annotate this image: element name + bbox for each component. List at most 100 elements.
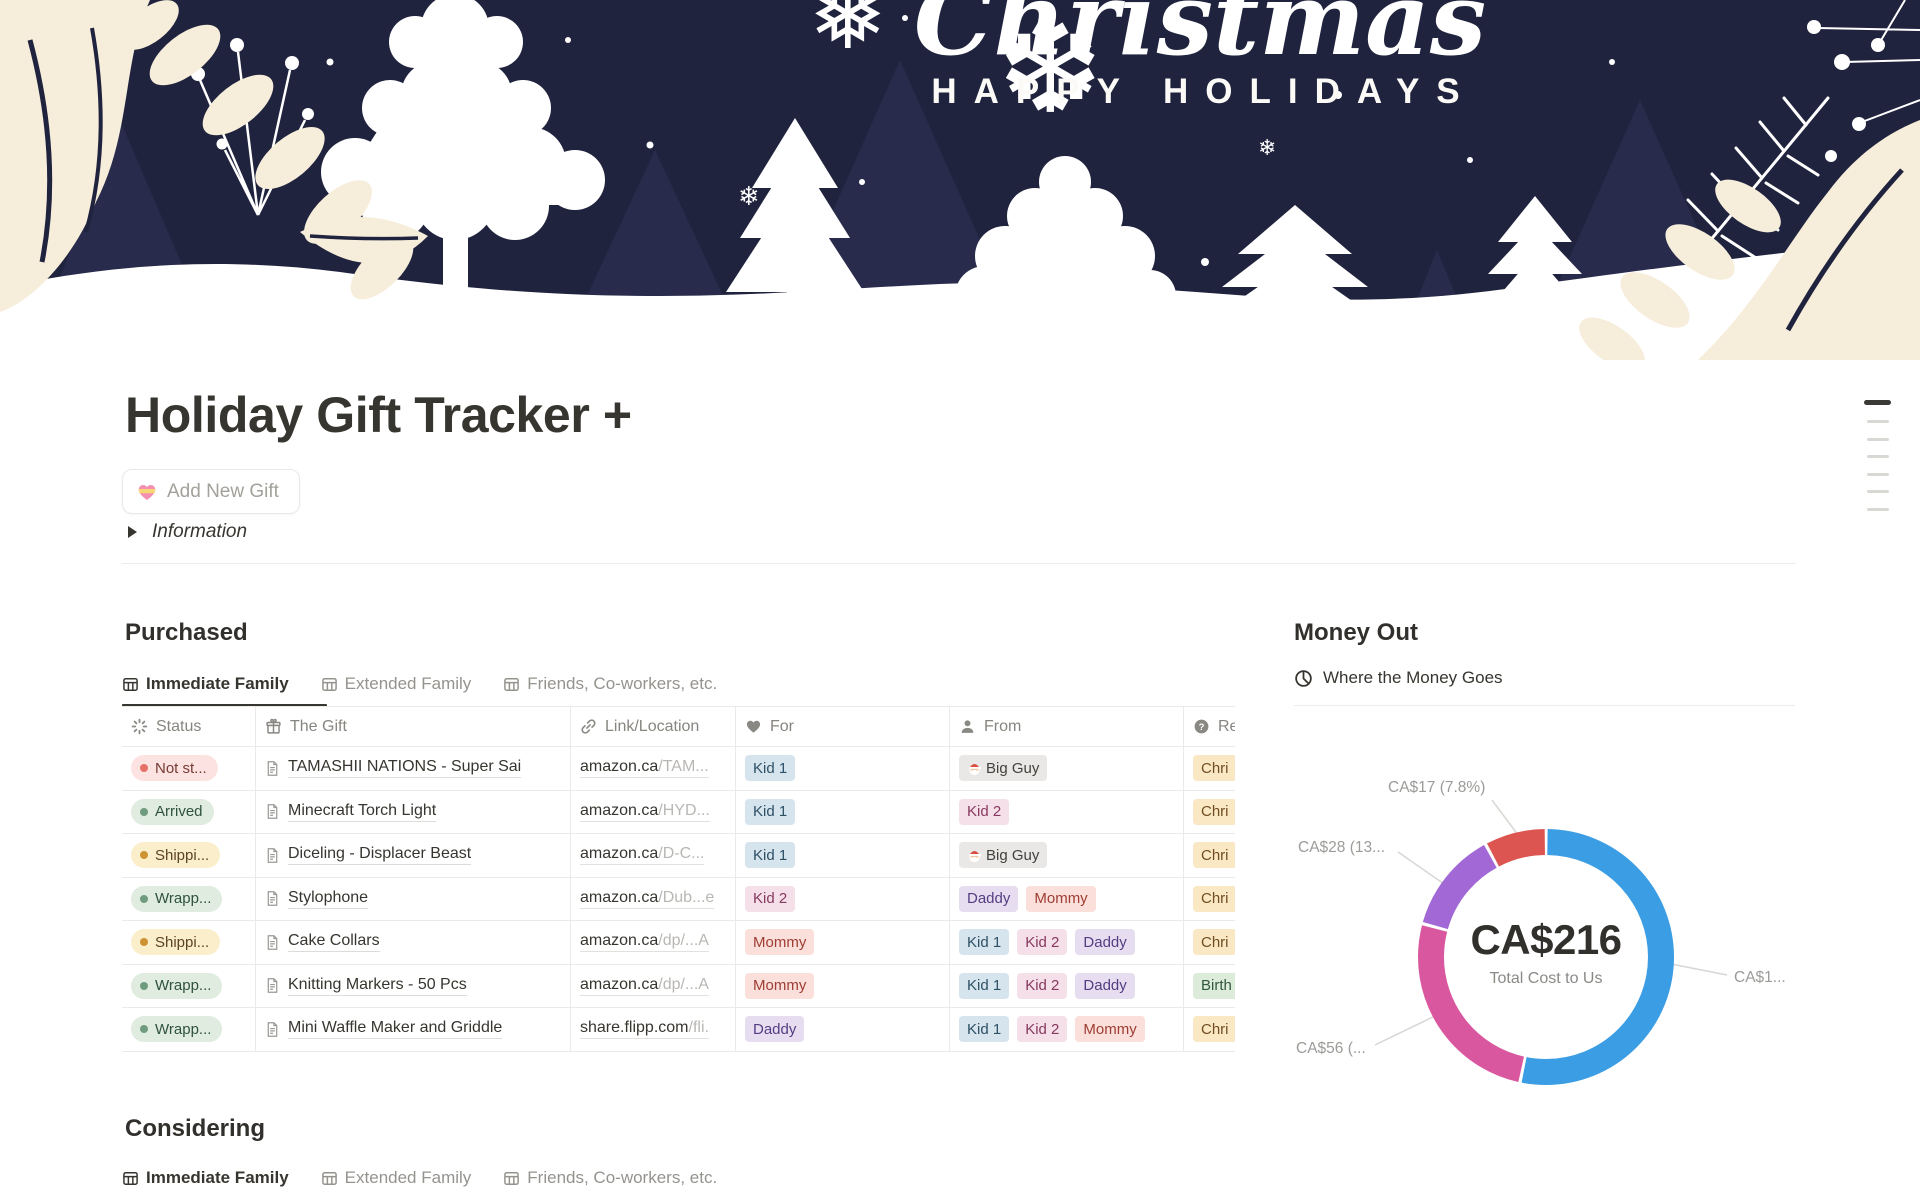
gift-page-link[interactable]: Minecraft Torch Light [288, 802, 437, 822]
money-out-view[interactable]: Where the Money Goes [1294, 668, 1503, 688]
tag-pill: Kid 2 [745, 885, 796, 912]
gift-page-link[interactable]: Mini Waffle Maker and Griddle [288, 1019, 503, 1040]
tag-pill: Kid 2 [959, 798, 1010, 825]
gift-url[interactable]: share.flipp.com/fli. [580, 1019, 709, 1040]
gift-url[interactable]: amazon.ca/HYD... [580, 802, 710, 822]
page-outline [1864, 400, 1900, 525]
add-new-gift-button[interactable]: Add New Gift [122, 469, 300, 514]
status-dot [140, 938, 148, 947]
outline-item[interactable] [1867, 490, 1889, 493]
gift-page-link[interactable]: Cake Collars [288, 932, 380, 953]
gift-page-link[interactable]: TAMASHII NATIONS - Super Sai [288, 758, 522, 779]
tag-pill: Kid 1 [745, 842, 796, 869]
callout-lines [1374, 799, 1728, 1046]
gift-url[interactable]: amazon.ca/Dub...e [580, 889, 715, 909]
outline-item[interactable] [1867, 455, 1889, 458]
table-row[interactable]: Wrapp... Mini Waffle Maker and Griddle sha… [122, 1008, 1235, 1052]
person-icon [961, 720, 974, 733]
status-pill: Wrapp... [131, 1016, 223, 1043]
heart-gift-icon [138, 484, 156, 500]
svg-text:❄: ❄ [738, 182, 760, 212]
status-dot [140, 894, 148, 903]
banner-subtitle: HAPPY HOLIDAYS [931, 72, 1476, 111]
column-header-status[interactable]: Status [122, 707, 256, 746]
status-dot [140, 764, 148, 773]
table-row[interactable]: Arrived Minecraft Torch Light amazon.ca/HY… [122, 790, 1235, 834]
tab-friends-co-workers-etc[interactable]: Friends, Co-workers, etc. [503, 674, 717, 694]
santa-icon [969, 763, 982, 775]
foliage-right [1579, 120, 1920, 360]
outline-item[interactable] [1867, 507, 1889, 511]
tab-extended-family[interactable]: Extended Family [321, 674, 471, 694]
donut-slice-blue [1418, 829, 1674, 1085]
tab-immediate-family[interactable]: Immediate Family [122, 674, 289, 694]
berry-branch-left [198, 51, 307, 216]
tag-pill: Kid 2 [1017, 972, 1068, 999]
column-header-re[interactable]: ?Re [1184, 707, 1235, 746]
gift-url[interactable]: amazon.ca/D-C... [580, 845, 705, 866]
tab-label: Immediate Family [146, 1168, 289, 1187]
slice-label-blue: CA$1... [1734, 969, 1786, 986]
donut-total-value: CA$216 [1470, 916, 1622, 963]
column-header-the-gift[interactable]: The Gift [256, 707, 571, 746]
outline-item[interactable] [1867, 420, 1889, 423]
column-header-for[interactable]: For [736, 707, 950, 746]
status-dot [140, 981, 148, 990]
svg-text:❅: ❅ [808, 0, 888, 71]
status-pill: Not st... [131, 755, 218, 782]
cover-image: ❆ ❅ ❄ ❄ [0, 0, 1920, 360]
tag-pill: Kid 1 [959, 972, 1010, 999]
tag-pill: Mommy [745, 929, 815, 956]
tag-pill: Daddy [1075, 972, 1135, 999]
purchased-heading: Purchased [125, 619, 248, 646]
column-header-link-location[interactable]: Link/Location [571, 707, 736, 746]
gift-page-link[interactable]: Diceling - Displacer Beast [288, 845, 472, 866]
tag-pill: Birth [1193, 972, 1235, 999]
outline-item[interactable] [1867, 472, 1889, 476]
tab-friends-co-workers-etc[interactable]: Friends, Co-workers, etc. [503, 1168, 717, 1188]
tag-pill: Chri [1193, 885, 1235, 912]
information-toggle[interactable]: Information [128, 521, 247, 543]
donut-slice-pink [1418, 829, 1674, 1085]
tag-pill: Big Guy [959, 755, 1048, 782]
gift-url[interactable]: amazon.ca/dp/...A [580, 976, 709, 996]
tag-pill: Chri [1193, 755, 1235, 782]
gift-url[interactable]: amazon.ca/TAM... [580, 758, 709, 779]
snowflakes: ❆ ❅ ❄ ❄ [738, 0, 1276, 212]
santa-icon [969, 850, 982, 862]
add-new-gift-label: Add New Gift [167, 480, 279, 502]
status-dot [140, 851, 148, 860]
tab-label: Friends, Co-workers, etc. [527, 674, 718, 693]
tag-pill: Daddy [959, 885, 1019, 912]
table-row[interactable]: Not st... TAMASHII NATIONS - Super Sai ama… [122, 747, 1235, 791]
table-row[interactable]: Wrapp... Stylophone amazon.ca/Dub...e Kid 2… [122, 877, 1235, 921]
tab-label: Immediate Family [146, 674, 289, 693]
table-row[interactable]: Wrapp... Knitting Markers - 50 Pcs amazon.… [122, 964, 1235, 1008]
gift-url[interactable]: amazon.ca/dp/...A [580, 932, 709, 953]
considering-view-tabs: Immediate Family Extended Family Friends, … [122, 1158, 717, 1198]
tab-extended-family[interactable]: Extended Family [321, 1168, 471, 1188]
table-row[interactable]: Shippi... Cake Collars amazon.ca/dp/...A Mo… [122, 921, 1235, 965]
status-pill: Wrapp... [131, 885, 223, 912]
donut-chart [1374, 799, 1728, 1085]
svg-text:❆: ❆ [998, 0, 1103, 142]
gift-page-link[interactable]: Knitting Markers - 50 Pcs [288, 976, 467, 996]
pine-tree-medium [955, 156, 1176, 342]
pine-tree-tall [726, 118, 864, 312]
outline-item[interactable] [1867, 437, 1889, 441]
status-icon [131, 718, 148, 735]
tag-pill: Daddy [745, 1016, 805, 1043]
donut-caption: Total Cost to Us [1489, 970, 1603, 987]
slice-label-pink: CA$56 (... [1296, 1040, 1366, 1057]
column-header-from[interactable]: From [950, 707, 1184, 746]
table-row[interactable]: Shippi... Diceling - Displacer Beast amazo… [122, 834, 1235, 878]
section-divider [1294, 705, 1795, 706]
tab-immediate-family[interactable]: Immediate Family [122, 1168, 289, 1188]
tag-pill: Daddy [1075, 929, 1135, 956]
gift-page-link[interactable]: Stylophone [288, 889, 369, 909]
donut-center: CA$216 Total Cost to Us [1406, 916, 1686, 988]
tag-pill: Chri [1193, 842, 1235, 869]
tag-pill: Kid 1 [745, 755, 796, 782]
outline-item-current[interactable] [1864, 400, 1891, 405]
